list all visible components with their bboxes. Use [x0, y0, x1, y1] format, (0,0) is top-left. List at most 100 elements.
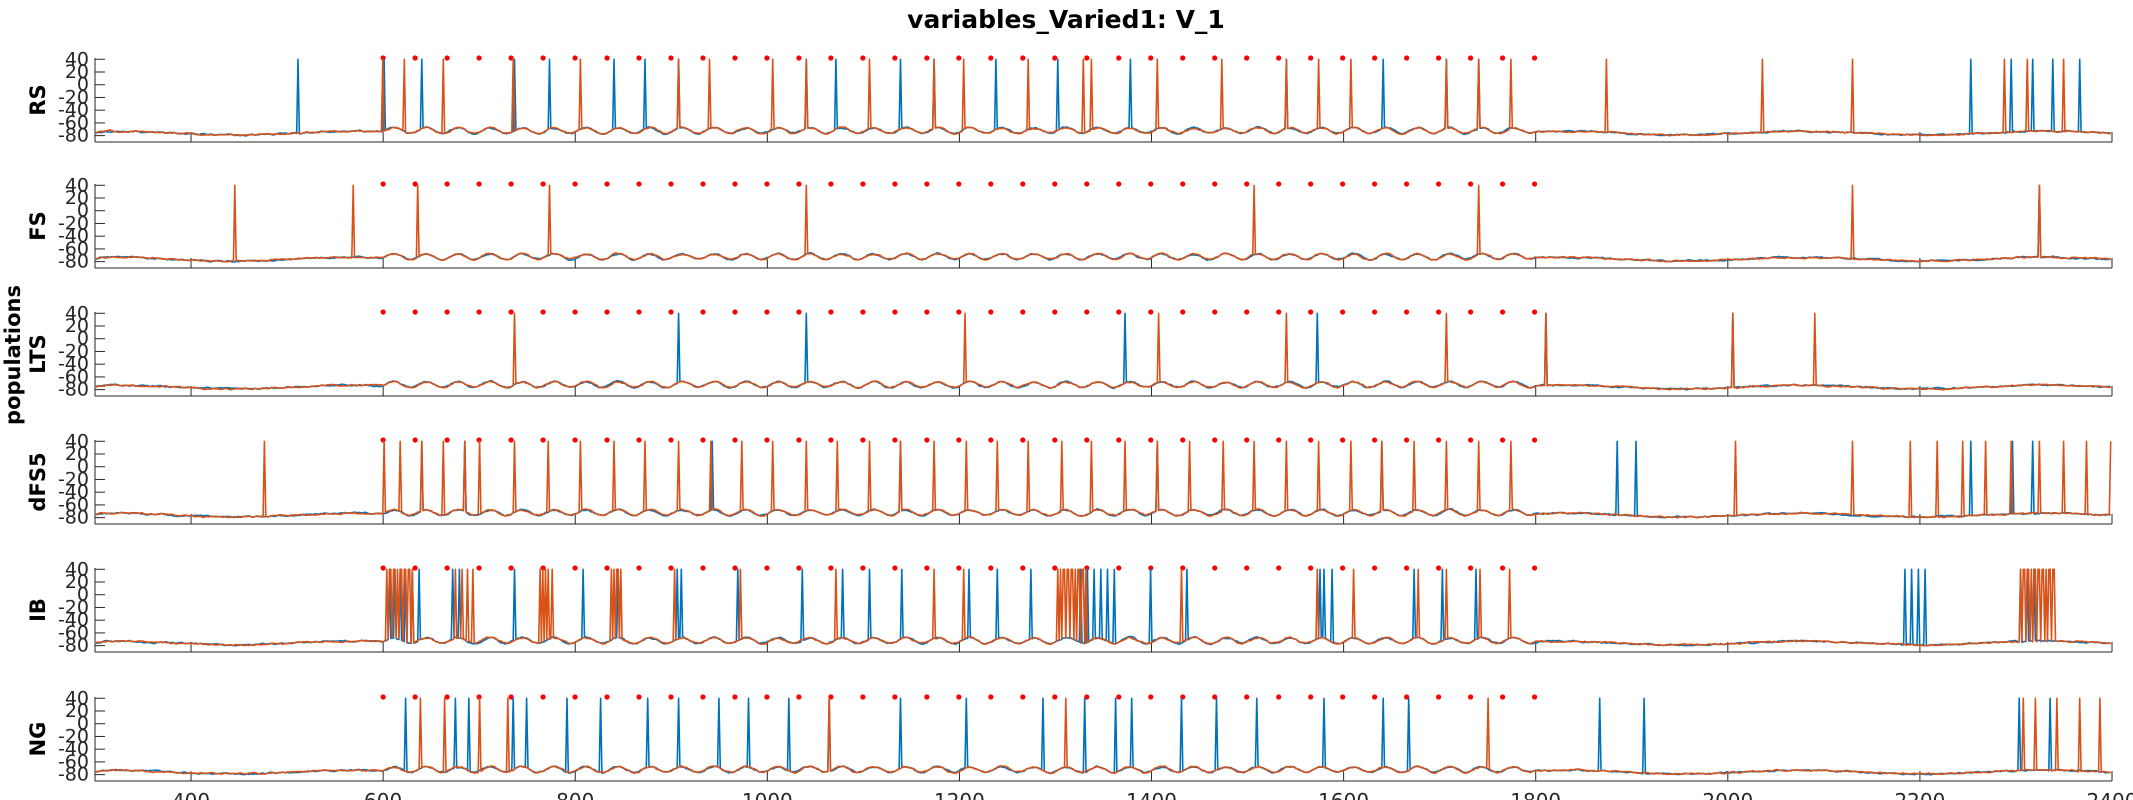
stimulus-marker: [1499, 694, 1506, 700]
y-tick-label: -40: [58, 738, 89, 760]
stimulus-marker: [924, 55, 930, 61]
y-tick-label: -40: [58, 481, 89, 503]
y-tick-label: -80: [58, 635, 89, 657]
stimulus-marker: [1372, 181, 1378, 187]
stimulus-marker: [1499, 309, 1506, 315]
y-tick-label: -40: [58, 353, 89, 375]
stimulus-marker: [796, 309, 802, 315]
stimulus-marker: [1404, 55, 1410, 61]
stimulus-marker: [508, 55, 514, 61]
trace-orange: [94, 568, 2111, 647]
stimulus-marker: [828, 437, 834, 443]
stimulus-marker: [1244, 55, 1250, 61]
stimulus-marker: [988, 694, 994, 700]
stimulus-marker: [508, 565, 514, 571]
stimulus-marker: [444, 309, 450, 315]
stimulus-marker: [412, 694, 418, 700]
stimulus-marker: [892, 309, 898, 315]
stimulus-marker: [764, 437, 770, 443]
stimulus-marker: [700, 694, 706, 700]
y-tick-label: 0: [77, 74, 89, 96]
trace-blue: [94, 440, 2111, 519]
y-tick-label: 20: [65, 61, 89, 83]
stimulus-marker: [1499, 437, 1506, 443]
y-tick-label: -20: [58, 86, 89, 108]
stimulus-marker: [1308, 309, 1314, 315]
x-tick-label: 600: [364, 789, 402, 800]
stimulus-marker: [412, 437, 418, 443]
x-tick-label: 1200: [934, 789, 985, 800]
stimulus-marker: [668, 55, 674, 61]
stimulus-marker: [1308, 181, 1314, 187]
y-tick-label: 0: [77, 584, 89, 606]
stimulus-marker: [1020, 181, 1026, 187]
stimulus-marker: [764, 565, 770, 571]
stimulus-marker: [636, 55, 642, 61]
stimulus-marker: [764, 309, 770, 315]
stimulus-marker: [1116, 694, 1122, 700]
stimulus-marker: [1148, 55, 1154, 61]
stimulus-marker: [1404, 309, 1410, 315]
stimulus-marker: [572, 565, 578, 571]
trace-blue: [94, 312, 2111, 391]
y-tick-label: 40: [65, 302, 89, 324]
stimulus-marker: [796, 565, 802, 571]
x-tick-label: 2400: [2087, 789, 2133, 800]
stimulus-marker: [540, 309, 546, 315]
panel-label-ng: NG: [26, 722, 50, 757]
x-tick-label: 1600: [1318, 789, 1369, 800]
stimulus-marker: [956, 565, 962, 571]
stimulus-marker: [1308, 55, 1314, 61]
trace-orange: [95, 58, 2111, 137]
stimulus-marker: [1244, 181, 1250, 187]
stimulus-marker: [764, 181, 770, 187]
trace-orange: [94, 697, 2111, 776]
y-tick-label: 0: [77, 456, 89, 478]
stimulus-marker: [1467, 694, 1474, 700]
y-tick-label: -80: [58, 379, 89, 401]
stimulus-marker: [1276, 694, 1282, 700]
x-tick-label: 1400: [1126, 789, 1177, 800]
stimulus-marker: [1020, 309, 1026, 315]
stimulus-marker: [796, 181, 802, 187]
stimulus-marker: [1212, 309, 1218, 315]
trace-blue: [94, 697, 2112, 776]
stimulus-marker: [636, 309, 642, 315]
stimulus-marker: [828, 565, 834, 571]
y-tick-label: -60: [58, 366, 89, 388]
stimulus-marker: [1084, 309, 1090, 315]
stimulus-marker: [1020, 437, 1026, 443]
y-tick-label: 40: [65, 558, 89, 580]
stimulus-marker: [1531, 309, 1538, 315]
stimulus-marker: [1052, 181, 1058, 187]
y-tick-label: -40: [58, 99, 89, 121]
stimulus-marker: [604, 309, 610, 315]
stimulus-marker: [1372, 309, 1378, 315]
stimulus-marker: [540, 437, 546, 443]
stimulus-marker: [988, 55, 994, 61]
x-tick-label: 1000: [742, 789, 793, 800]
stimulus-marker: [732, 565, 738, 571]
stimulus-marker: [1084, 437, 1090, 443]
stimulus-marker: [636, 565, 642, 571]
y-tick-label: -20: [58, 212, 89, 234]
stimulus-marker: [1531, 565, 1538, 571]
stimulus-marker: [892, 565, 898, 571]
panel-label-dfs5: dFS5: [26, 452, 50, 511]
stimulus-marker: [1372, 55, 1378, 61]
stimulus-marker: [1531, 694, 1538, 700]
stimulus-marker: [572, 437, 578, 443]
y-tick-label: -60: [58, 622, 89, 644]
y-tick-label: 40: [65, 430, 89, 452]
stimulus-marker: [956, 694, 962, 700]
stimulus-marker: [508, 694, 514, 700]
stimulus-marker: [1116, 309, 1122, 315]
stimulus-marker: [668, 181, 674, 187]
stimulus-marker: [1372, 565, 1378, 571]
stimulus-marker: [1436, 437, 1442, 443]
